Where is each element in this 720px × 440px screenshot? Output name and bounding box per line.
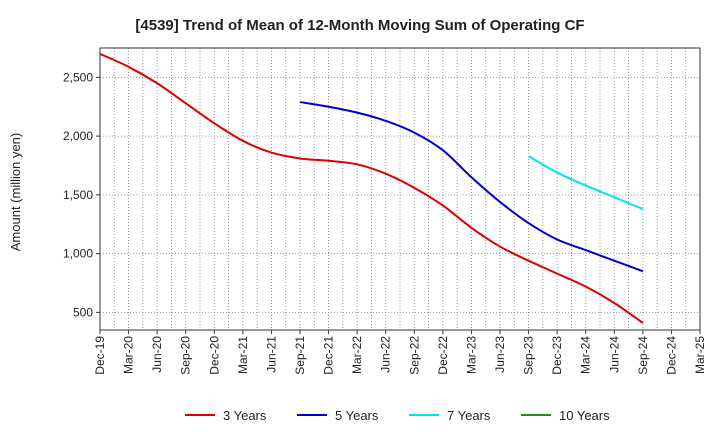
x-tick-label: Mar-21 [236,336,250,374]
x-tick-label: Dec-20 [207,336,221,375]
x-axis-ticks: Dec-19 Mar-20 Jun-20 Sep-20 Dec-20 Mar-21 Jun-… [93,330,707,375]
series-line-5-years [299,101,644,273]
x-tick-label: Mar-24 [579,336,593,374]
x-tick-label: Jun-24 [607,336,621,373]
x-tick-label: Dec-19 [93,336,107,375]
y-tick-label: 1,500 [63,188,93,202]
y-axis-ticks: 500 1,000 1,500 2,000 2,500 [63,70,100,319]
x-tick-label: Dec-21 [322,336,336,375]
series-line-3-years [99,52,644,324]
y-tick-label: 500 [73,305,93,319]
x-tick-label: Jun-23 [493,336,507,373]
x-tick-label: Mar-25 [693,336,707,374]
x-tick-label: Mar-22 [350,336,364,374]
x-tick-label: Sep-20 [179,336,193,375]
legend-label-7-years: 7 Years [447,408,491,423]
y-tick-label: 2,000 [63,129,93,143]
x-tick-label: Sep-24 [636,336,650,375]
x-tick-label: Jun-21 [264,336,278,373]
legend: 3 Years 5 Years 7 Years 10 Years [185,408,610,423]
y-tick-label: 2,500 [63,70,93,84]
x-tick-label: Mar-20 [122,336,136,374]
legend-label-5-years: 5 Years [335,408,379,423]
x-tick-label: Sep-23 [522,336,536,375]
legend-label-10-years: 10 Years [559,408,610,423]
x-tick-label: Jun-20 [150,336,164,373]
chart-title: [4539] Trend of Mean of 12-Month Moving … [135,17,584,34]
x-tick-label: Dec-23 [550,336,564,375]
x-tick-label: Sep-22 [407,336,421,375]
y-axis-title: Amount (million yen) [8,133,23,252]
x-tick-label: Mar-23 [464,336,478,374]
plot-frame [99,47,701,331]
x-tick-label: Sep-21 [293,336,307,375]
x-tick-label: Jun-22 [379,336,393,373]
series-line-7-years [528,155,644,210]
x-tick-label: Dec-24 [664,336,678,375]
x-tick-label: Dec-22 [436,336,450,375]
legend-label-3-years: 3 Years [223,408,267,423]
grid [100,48,700,330]
y-tick-label: 1,000 [63,247,93,261]
series-lines [99,52,644,324]
